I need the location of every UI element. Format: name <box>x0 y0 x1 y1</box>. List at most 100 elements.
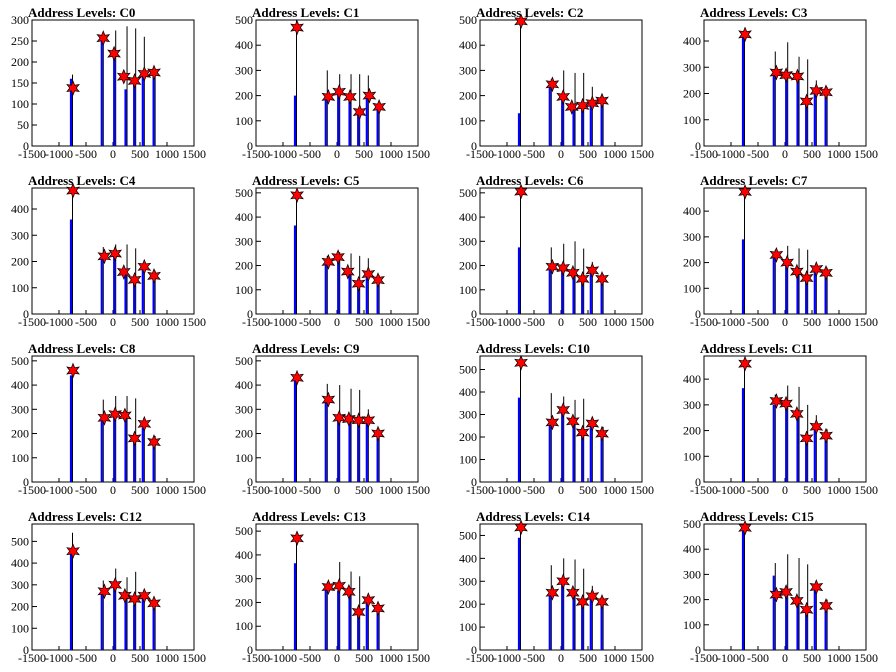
peak-marker <box>137 415 152 432</box>
peak-marker <box>116 264 131 280</box>
x-tick-label: -1500 <box>466 651 494 665</box>
peak-marker <box>66 182 80 199</box>
peak-marker <box>117 407 132 424</box>
peak-marker <box>799 601 814 618</box>
panel-title: Address Levels: C11 <box>700 341 813 356</box>
y-tick-label: 400 <box>235 210 253 224</box>
x-tick-label: 1500 <box>406 147 430 161</box>
x-tick-label: 1000 <box>155 315 179 329</box>
y-tick-label: 400 <box>235 548 253 562</box>
peak-marker <box>595 270 609 287</box>
y-tick-label: 400 <box>235 38 253 52</box>
peak-marker <box>779 584 793 600</box>
x-tick-label: 1000 <box>155 483 179 497</box>
peak-marker <box>127 271 142 288</box>
x-tick-label: 1000 <box>379 147 403 161</box>
y-tick-label: 500 <box>459 528 477 542</box>
x-tick-label: -1500 <box>466 315 494 329</box>
y-tick-label: 500 <box>459 13 477 27</box>
peak-marker <box>371 425 385 442</box>
y-tick-label: 300 <box>683 398 701 412</box>
y-tick-label: 200 <box>683 87 701 101</box>
peak-marker <box>769 64 784 81</box>
y-tick-label: 300 <box>11 578 29 592</box>
peak-marker <box>96 30 111 47</box>
histogram-panel: Address Levels: C14 0 100 200 300 400 500 -1500… <box>459 509 654 665</box>
peak-marker <box>108 245 123 262</box>
x-tick-label: 500 <box>803 147 821 161</box>
peak-marker <box>809 82 824 99</box>
peak-marker <box>556 573 571 590</box>
y-tick-label: 0 <box>23 139 29 153</box>
y-tick-label: 200 <box>683 424 701 438</box>
peak-marker <box>769 393 784 409</box>
panel-title: Address Levels: C9 <box>252 341 360 356</box>
peak-marker <box>799 270 814 286</box>
panel-title: Address Levels: C7 <box>700 173 808 188</box>
x-tick-label: -1000 <box>493 651 521 665</box>
y-tick-label: 200 <box>459 597 477 611</box>
panel-title: Address Levels: C4 <box>28 173 136 188</box>
x-tick-label: 1500 <box>630 483 654 497</box>
x-tick-label: -1500 <box>242 147 270 161</box>
peak-marker <box>545 76 560 93</box>
y-tick-label: 0 <box>247 139 253 153</box>
x-tick-label: 500 <box>131 483 149 497</box>
peak-marker <box>361 592 376 609</box>
peak-marker <box>809 418 824 435</box>
peak-marker <box>819 597 833 614</box>
peak-marker <box>147 434 161 450</box>
peak-marker <box>361 266 376 282</box>
panel-title: Address Levels: C14 <box>476 509 590 524</box>
y-tick-label: 500 <box>235 354 253 368</box>
x-tick-label: 500 <box>131 315 149 329</box>
y-tick-label: 0 <box>247 643 253 657</box>
peak-marker <box>575 424 590 441</box>
x-tick-label: -1000 <box>269 315 297 329</box>
peak-marker <box>116 68 131 85</box>
peak-marker <box>575 270 590 287</box>
x-tick-label: 0 <box>334 147 340 161</box>
peak-marker <box>290 530 304 547</box>
y-tick-label: 200 <box>235 259 253 273</box>
peak-marker <box>147 64 161 81</box>
y-tick-label: 100 <box>683 449 701 463</box>
peak-marker <box>514 183 528 200</box>
plot-frame <box>255 19 419 147</box>
panel-title: Address Levels: C0 <box>28 5 135 20</box>
peak-marker <box>341 583 356 600</box>
y-tick-label: 0 <box>695 475 701 489</box>
peak-marker <box>565 264 580 281</box>
peak-marker <box>137 258 152 275</box>
y-tick-label: 0 <box>23 475 29 489</box>
peak-marker <box>545 584 560 601</box>
peak-marker <box>332 83 347 100</box>
x-tick-label: -1000 <box>45 651 73 665</box>
y-tick-label: 200 <box>683 256 701 270</box>
x-tick-label: -500 <box>523 651 545 665</box>
panel-title: Address Levels: C10 <box>476 341 590 356</box>
y-tick-label: 200 <box>11 600 29 614</box>
peak-marker <box>66 80 80 96</box>
x-tick-label: -500 <box>75 315 97 329</box>
y-tick-label: 0 <box>247 475 253 489</box>
x-tick-label: -1000 <box>717 483 745 497</box>
histogram-panel: Address Levels: C10100200300400500-1500-… <box>235 5 430 161</box>
x-tick-label: -1500 <box>242 483 270 497</box>
y-tick-label: 100 <box>235 114 253 128</box>
panel-title: Address Levels: C3 <box>700 5 808 20</box>
x-tick-label: 1000 <box>603 315 627 329</box>
peak-marker <box>108 576 123 593</box>
y-tick-label: 100 <box>11 451 29 465</box>
y-tick-label: 100 <box>683 113 701 127</box>
y-tick-label: 100 <box>235 283 253 297</box>
y-tick-label: 200 <box>459 430 477 444</box>
y-tick-label: 50 <box>17 118 29 132</box>
x-tick-label: 1000 <box>603 147 627 161</box>
peak-marker <box>108 406 123 423</box>
x-tick-label: 1000 <box>379 651 403 665</box>
y-tick-label: 400 <box>235 378 253 392</box>
peak-marker <box>565 584 580 601</box>
x-tick-label: 1500 <box>182 315 206 329</box>
